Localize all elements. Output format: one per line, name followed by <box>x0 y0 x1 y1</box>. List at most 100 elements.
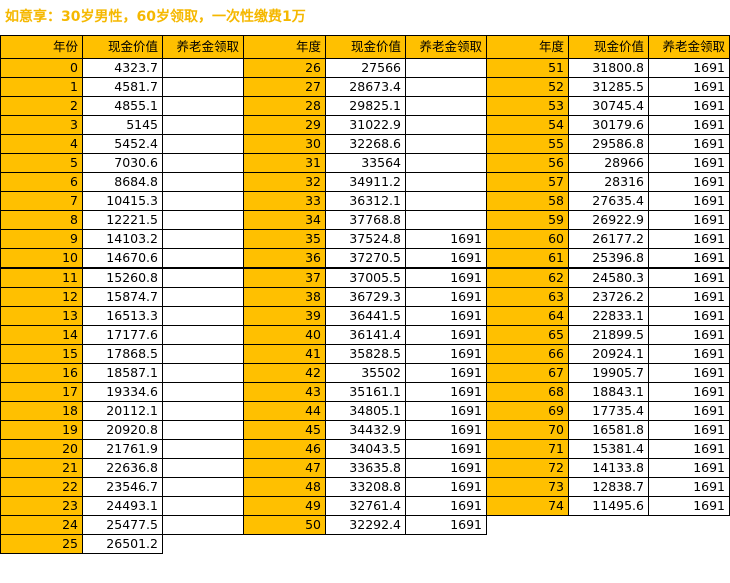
pension-cell[interactable]: 1691 <box>648 439 730 459</box>
pension-cell[interactable] <box>405 191 487 211</box>
column-header[interactable]: 养老金领取 <box>405 35 487 59</box>
cash-value-cell[interactable]: 34432.9 <box>325 420 406 440</box>
year-cell[interactable]: 38 <box>243 287 326 307</box>
year-cell[interactable]: 45 <box>243 420 326 440</box>
cash-value-cell[interactable]: 37524.8 <box>325 229 406 249</box>
year-cell[interactable]: 17 <box>0 382 83 402</box>
pension-cell[interactable] <box>162 496 244 516</box>
year-cell[interactable]: 55 <box>486 134 569 154</box>
pension-cell[interactable] <box>162 229 244 249</box>
pension-cell[interactable] <box>405 96 487 116</box>
pension-cell[interactable]: 1691 <box>648 363 730 383</box>
cash-value-cell[interactable]: 17177.6 <box>82 325 163 345</box>
column-header[interactable]: 现金价值 <box>325 35 406 59</box>
pension-cell[interactable]: 1691 <box>648 477 730 497</box>
year-cell[interactable]: 65 <box>486 325 569 345</box>
pension-cell[interactable] <box>162 248 244 269</box>
year-cell[interactable]: 27 <box>243 77 326 97</box>
year-cell[interactable]: 7 <box>0 191 83 211</box>
year-cell[interactable]: 26 <box>243 58 326 78</box>
cash-value-cell[interactable]: 24580.3 <box>568 267 649 288</box>
cash-value-cell[interactable]: 32761.4 <box>325 496 406 516</box>
cash-value-cell[interactable]: 24493.1 <box>82 496 163 516</box>
column-header[interactable]: 养老金领取 <box>162 35 244 59</box>
year-cell[interactable]: 69 <box>486 401 569 421</box>
pension-cell[interactable]: 1691 <box>405 401 487 421</box>
pension-cell[interactable]: 1691 <box>648 306 730 326</box>
year-cell[interactable]: 16 <box>0 363 83 383</box>
pension-cell[interactable] <box>162 382 244 402</box>
year-cell[interactable]: 67 <box>486 363 569 383</box>
year-cell[interactable]: 42 <box>243 363 326 383</box>
cash-value-cell[interactable]: 35502 <box>325 363 406 383</box>
cash-value-cell[interactable]: 36729.3 <box>325 287 406 307</box>
cash-value-cell[interactable]: 17735.4 <box>568 401 649 421</box>
pension-cell[interactable]: 1691 <box>405 363 487 383</box>
cash-value-cell[interactable]: 18587.1 <box>82 363 163 383</box>
cash-value-cell[interactable]: 28673.4 <box>325 77 406 97</box>
pension-cell[interactable]: 1691 <box>648 458 730 478</box>
cash-value-cell[interactable]: 14103.2 <box>82 229 163 249</box>
pension-cell[interactable] <box>162 287 244 307</box>
empty-cell[interactable] <box>568 534 649 554</box>
year-cell[interactable]: 33 <box>243 191 326 211</box>
year-cell[interactable]: 53 <box>486 96 569 116</box>
year-cell[interactable]: 6 <box>0 172 83 192</box>
year-cell[interactable]: 56 <box>486 153 569 173</box>
pension-cell[interactable]: 1691 <box>648 134 730 154</box>
cash-value-cell[interactable]: 15260.8 <box>82 267 163 288</box>
cash-value-cell[interactable]: 18843.1 <box>568 382 649 402</box>
year-cell[interactable]: 19 <box>0 420 83 440</box>
cash-value-cell[interactable]: 29586.8 <box>568 134 649 154</box>
column-header[interactable]: 年度 <box>486 35 569 59</box>
cash-value-cell[interactable]: 4581.7 <box>82 77 163 97</box>
year-cell[interactable]: 63 <box>486 287 569 307</box>
year-cell[interactable]: 59 <box>486 210 569 230</box>
cash-value-cell[interactable]: 25396.8 <box>568 248 649 269</box>
column-header[interactable]: 现金价值 <box>568 35 649 59</box>
cash-value-cell[interactable]: 21761.9 <box>82 439 163 459</box>
empty-cell[interactable] <box>486 534 569 554</box>
year-cell[interactable]: 36 <box>243 248 326 269</box>
cash-value-cell[interactable]: 28316 <box>568 172 649 192</box>
cash-value-cell[interactable]: 14133.8 <box>568 458 649 478</box>
pension-cell[interactable]: 1691 <box>405 325 487 345</box>
year-cell[interactable]: 66 <box>486 344 569 364</box>
year-cell[interactable]: 51 <box>486 58 569 78</box>
pension-cell[interactable]: 1691 <box>405 458 487 478</box>
year-cell[interactable]: 22 <box>0 477 83 497</box>
cash-value-cell[interactable]: 27566 <box>325 58 406 78</box>
year-cell[interactable]: 49 <box>243 496 326 516</box>
pension-cell[interactable]: 1691 <box>648 229 730 249</box>
cash-value-cell[interactable]: 7030.6 <box>82 153 163 173</box>
pension-cell[interactable]: 1691 <box>648 96 730 116</box>
pension-cell[interactable] <box>405 77 487 97</box>
year-cell[interactable]: 64 <box>486 306 569 326</box>
cash-value-cell[interactable]: 37005.5 <box>325 267 406 288</box>
year-cell[interactable]: 58 <box>486 191 569 211</box>
pension-cell[interactable] <box>162 439 244 459</box>
column-header[interactable]: 年度 <box>243 35 326 59</box>
pension-cell[interactable] <box>162 325 244 345</box>
year-cell[interactable]: 54 <box>486 115 569 135</box>
year-cell[interactable]: 25 <box>0 534 83 554</box>
year-cell[interactable]: 1 <box>0 77 83 97</box>
empty-cell[interactable] <box>568 515 649 535</box>
cash-value-cell[interactable]: 35828.5 <box>325 344 406 364</box>
pension-cell[interactable] <box>405 134 487 154</box>
year-cell[interactable]: 29 <box>243 115 326 135</box>
year-cell[interactable]: 71 <box>486 439 569 459</box>
pension-cell[interactable]: 1691 <box>648 267 730 288</box>
pension-cell[interactable]: 1691 <box>405 477 487 497</box>
pension-cell[interactable]: 1691 <box>405 420 487 440</box>
year-cell[interactable]: 60 <box>486 229 569 249</box>
cash-value-cell[interactable]: 19905.7 <box>568 363 649 383</box>
year-cell[interactable]: 15 <box>0 344 83 364</box>
year-cell[interactable]: 5 <box>0 153 83 173</box>
year-cell[interactable]: 28 <box>243 96 326 116</box>
pension-cell[interactable]: 1691 <box>405 267 487 288</box>
pension-cell[interactable]: 1691 <box>648 153 730 173</box>
pension-cell[interactable]: 1691 <box>648 420 730 440</box>
cash-value-cell[interactable]: 37270.5 <box>325 248 406 269</box>
cash-value-cell[interactable]: 19334.6 <box>82 382 163 402</box>
